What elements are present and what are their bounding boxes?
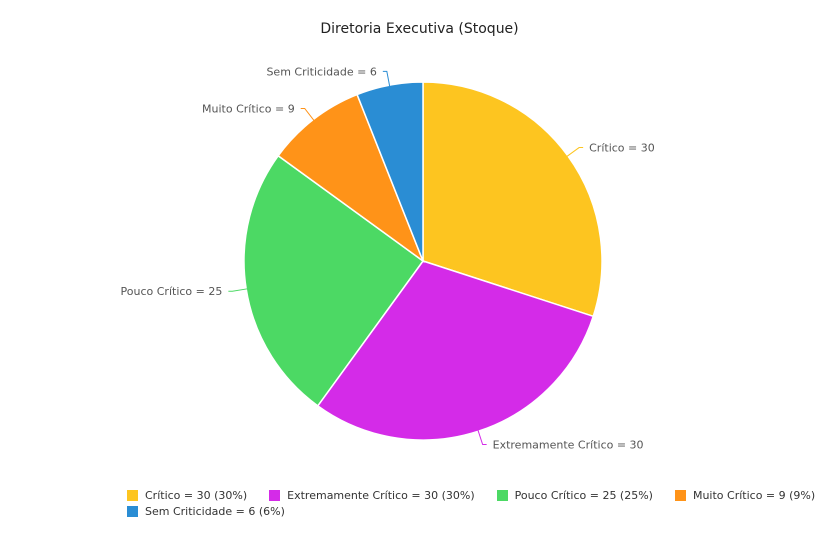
- chart-title: Diretoria Executiva (Stoque): [320, 21, 519, 37]
- legend-swatch: [269, 489, 281, 501]
- legend-item[interactable]: Sem Criticidade = 6 (6%): [127, 505, 285, 518]
- legend-item[interactable]: Pouco Crítico = 25 (25%): [496, 488, 653, 502]
- slice-label: Muito Crítico = 9: [202, 103, 295, 116]
- legend-item[interactable]: Muito Crítico = 9 (9%): [674, 488, 816, 502]
- legend-label: Extremamente Crítico = 30 (30%): [287, 488, 475, 502]
- legend-swatch: [674, 489, 686, 501]
- legend-swatch: [127, 489, 138, 501]
- legend-item[interactable]: Extremamente Crítico = 30 (30%): [269, 488, 475, 502]
- legend-item[interactable]: Crítico = 30 (30%): [127, 489, 247, 502]
- slice-connector: [300, 108, 315, 122]
- slice-connector: [228, 288, 249, 292]
- legend-label: Crítico = 30 (30%): [145, 488, 248, 502]
- slice-label: Extremamente Crítico = 30: [493, 439, 644, 452]
- slice-connector: [382, 70, 391, 88]
- legend-label: Sem Criticidade = 6 (6%): [145, 504, 285, 518]
- slice-label: Sem Criticidade = 6: [266, 65, 376, 78]
- legend-row: Crítico = 30 (30%) Extremamente Crítico =…: [127, 487, 815, 503]
- slice-connector: [477, 429, 487, 446]
- slice-connector: [565, 147, 584, 158]
- legend-label: Muito Crítico = 9 (9%): [692, 488, 816, 502]
- legend-swatch: [496, 489, 508, 501]
- legend-row: Sem Criticidade = 6 (6%): [127, 503, 807, 519]
- pie-chart-svg: Crítico = 30 Extremamente Crítico = 30 Pou…: [121, 65, 655, 452]
- slice-label: Pouco Crítico = 25: [121, 285, 223, 298]
- chart-legend: Crítico = 30 (30%) Extremamente Crítico =…: [127, 487, 815, 519]
- legend-label: Pouco Crítico = 25 (25%): [514, 488, 653, 502]
- slice-label: Crítico = 30: [589, 142, 655, 155]
- legend-swatch: [127, 505, 138, 517]
